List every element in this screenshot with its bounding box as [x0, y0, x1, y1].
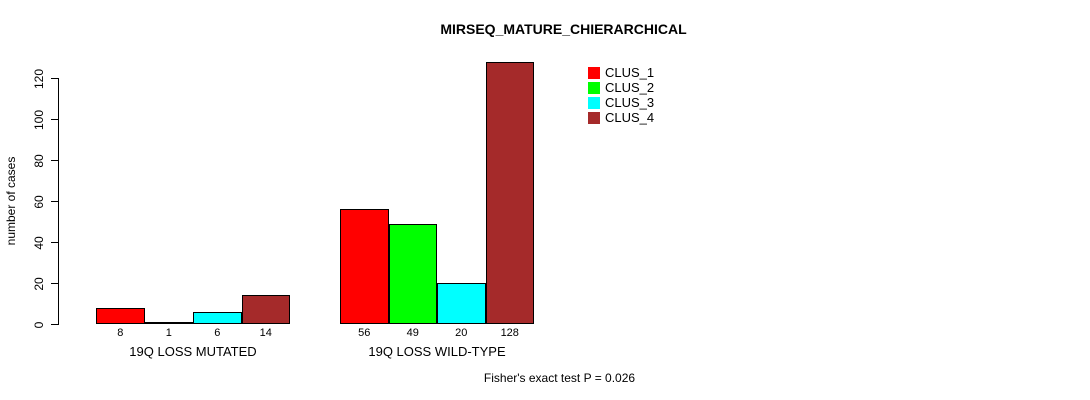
- fisher-test-annotation: Fisher's exact test P = 0.026: [483, 371, 636, 385]
- legend-item-clus_4: CLUS_4: [588, 110, 654, 125]
- legend-label: CLUS_4: [605, 110, 655, 125]
- y-axis-tick-label: 60: [32, 194, 46, 209]
- bar-clus_1-group1: [96, 307, 145, 324]
- y-axis-tick-label: 100: [32, 109, 46, 130]
- chart-title: MIRSEQ_MATURE_CHIERARCHICAL: [440, 21, 687, 37]
- legend-item-clus_3: CLUS_3: [588, 95, 654, 110]
- y-axis-tick: [51, 283, 58, 284]
- y-axis-tick: [51, 160, 58, 161]
- bar-clus_3-group1: [193, 311, 242, 324]
- legend-swatch-clus_4: [588, 111, 600, 124]
- bar-clus_1-group2: [340, 209, 389, 324]
- bar-clus_3-group2: [437, 283, 486, 324]
- bar-value-label: 1: [165, 327, 172, 339]
- legend-label: CLUS_3: [605, 95, 655, 110]
- legend-item-clus_1: CLUS_1: [588, 65, 654, 80]
- legend-swatch-clus_1: [588, 66, 600, 79]
- bar-value-label: 6: [214, 327, 221, 339]
- y-axis-line: [58, 78, 59, 325]
- legend: CLUS_1 CLUS_2 CLUS_3 CLUS_4: [588, 65, 654, 125]
- legend-item-clus_2: CLUS_2: [588, 80, 654, 95]
- y-axis-tick-label: 120: [32, 68, 46, 89]
- y-axis-tick: [51, 119, 58, 120]
- y-axis-tick-label: 80: [32, 153, 46, 168]
- bar-value-label: 20: [455, 327, 468, 339]
- bar-value-label: 128: [500, 327, 519, 339]
- y-axis-label: number of cases: [4, 156, 18, 246]
- legend-label: CLUS_1: [605, 65, 655, 80]
- legend-swatch-clus_3: [588, 96, 600, 109]
- bar-clus_2-group1: [144, 321, 193, 324]
- y-axis-tick: [51, 242, 58, 243]
- bar-value-label: 49: [406, 327, 419, 339]
- bar-clus_4-group2: [485, 61, 534, 324]
- y-axis-tick-label: 40: [32, 235, 46, 250]
- bar-clus_4-group1: [241, 295, 290, 324]
- bar-clus_2-group2: [388, 223, 437, 324]
- y-axis-tick: [51, 201, 58, 202]
- y-axis-tick-label: 20: [32, 276, 46, 291]
- bar-value-label: 8: [117, 327, 124, 339]
- bar-value-label: 56: [358, 327, 371, 339]
- legend-swatch-clus_2: [588, 81, 600, 94]
- y-axis-tick-label: 0: [32, 321, 46, 328]
- y-axis-tick: [51, 324, 58, 325]
- legend-label: CLUS_2: [605, 80, 655, 95]
- bar-value-label: 14: [259, 327, 272, 339]
- category-label: 19Q LOSS MUTATED: [129, 344, 257, 359]
- y-axis-tick: [51, 78, 58, 79]
- category-label: 19Q LOSS WILD-TYPE: [368, 344, 506, 359]
